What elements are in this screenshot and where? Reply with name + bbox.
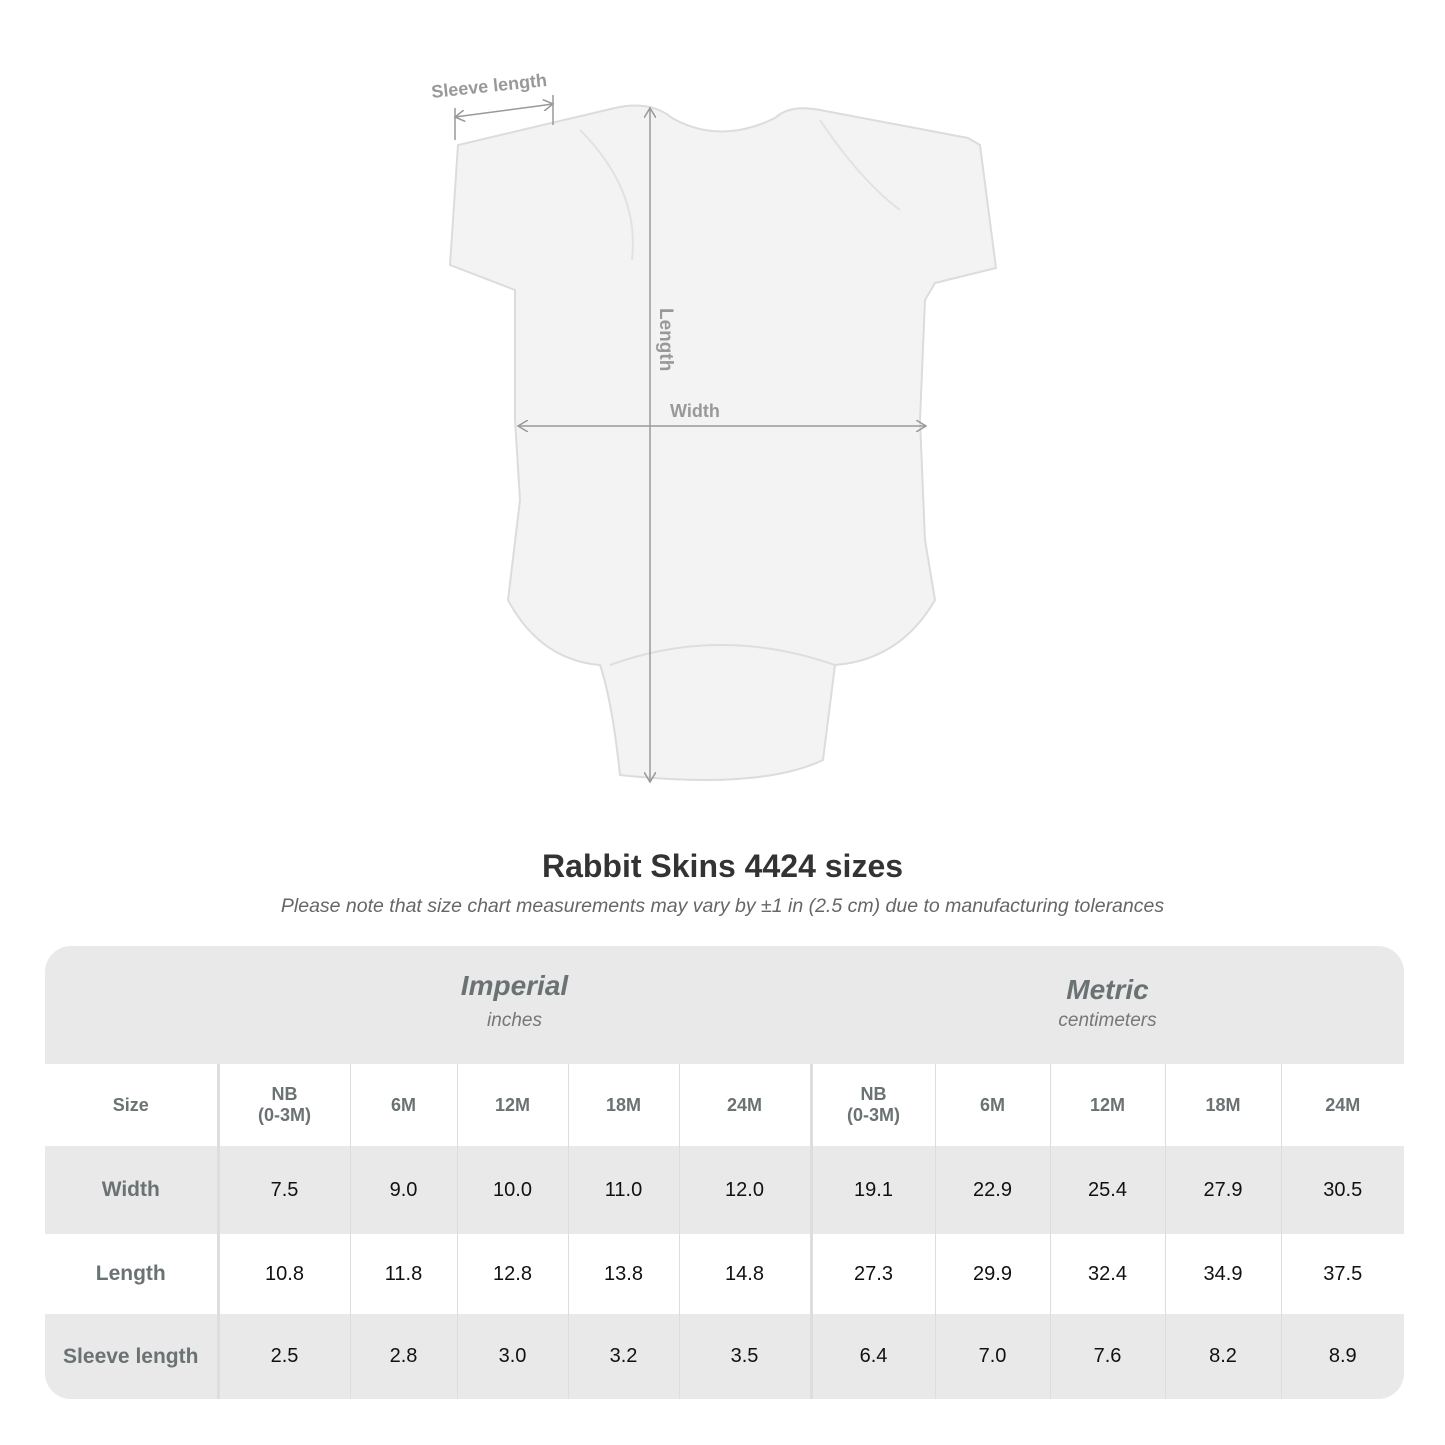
metric-value-cell: 30.5 xyxy=(1280,1146,1404,1234)
metric-value-cell: 37.5 xyxy=(1280,1234,1404,1314)
imperial-value-cell: 7.5 xyxy=(216,1146,350,1234)
imperial-value-cell: 9.0 xyxy=(349,1146,457,1234)
size-header-cell: 18M xyxy=(1164,1064,1281,1146)
sleeve-arrow xyxy=(455,104,553,117)
size-header-cell: 18M xyxy=(567,1064,679,1146)
metric-value-cell: 8.2 xyxy=(1164,1314,1281,1399)
imperial-header: Imperial inches xyxy=(218,946,811,1064)
imperial-value-cell: 11.0 xyxy=(567,1146,679,1234)
imperial-value-cell: 13.8 xyxy=(567,1234,679,1314)
bodysuit-diagram: Sleeve length Length Width xyxy=(430,70,998,820)
size-header-cell: 24M xyxy=(1280,1064,1404,1146)
size-header-cell: 12M xyxy=(456,1064,568,1146)
size-header-cell: 6M xyxy=(349,1064,457,1146)
imperial-value-cell: 12.8 xyxy=(456,1234,568,1314)
metric-value-cell: 7.6 xyxy=(1049,1314,1165,1399)
sleeve-length-label: Sleeve length xyxy=(430,70,548,102)
imperial-value-cell: 10.8 xyxy=(216,1234,350,1314)
imperial-title: Imperial xyxy=(460,970,569,1001)
size-table: Imperial inches Metric centimeters Size N… xyxy=(45,946,1404,1399)
metric-unit: centimeters xyxy=(1058,1010,1157,1031)
row-label: Sleeve length xyxy=(45,1314,218,1399)
imperial-value-cell: 10.0 xyxy=(456,1146,568,1234)
row-label: Width xyxy=(45,1146,218,1234)
imperial-value-cell: 3.5 xyxy=(678,1314,811,1399)
size-header-cell: 12M xyxy=(1049,1064,1165,1146)
metric-value-cell: 27.3 xyxy=(809,1234,935,1314)
imperial-value-cell: 3.2 xyxy=(567,1314,679,1399)
bodysuit-image xyxy=(448,104,998,781)
metric-value-cell: 27.9 xyxy=(1164,1146,1281,1234)
metric-value-cell: 25.4 xyxy=(1049,1146,1165,1234)
imperial-value-cell: 2.5 xyxy=(216,1314,350,1399)
metric-value-cell: 8.9 xyxy=(1280,1314,1404,1399)
size-grid: Size NB (0-3M) 6M 12M 18M 24M NB (0-3M) 6M 12M 18… xyxy=(45,1064,1404,1399)
metric-value-cell: 19.1 xyxy=(809,1146,935,1234)
table-row: Width 7.5 9.0 10.0 11.0 12.0 19.1 22.9 25.4 27.9 3… xyxy=(45,1146,1404,1234)
length-label: Length xyxy=(655,308,676,371)
metric-value-cell: 6.4 xyxy=(809,1314,935,1399)
tolerance-note: Please note that size chart measurements… xyxy=(280,895,1165,917)
size-header-row: Size NB (0-3M) 6M 12M 18M 24M NB (0-3M) 6M 12M 18… xyxy=(45,1064,1404,1146)
metric-value-cell: 29.9 xyxy=(934,1234,1050,1314)
table-row: Length 10.8 11.8 12.8 13.8 14.8 27.3 29.9 32.4 34… xyxy=(45,1234,1404,1314)
size-header-cell: NB (0-3M) xyxy=(809,1064,935,1146)
imperial-value-cell: 14.8 xyxy=(678,1234,811,1314)
width-label: Width xyxy=(670,401,720,421)
size-header-cell: NB (0-3M) xyxy=(216,1064,350,1146)
size-column-header: Size xyxy=(45,1064,218,1146)
size-header-cell: 24M xyxy=(678,1064,811,1146)
imperial-value-cell: 2.8 xyxy=(349,1314,457,1399)
row-label: Length xyxy=(45,1234,218,1314)
size-header-cell: 6M xyxy=(934,1064,1050,1146)
imperial-value-cell: 12.0 xyxy=(678,1146,811,1234)
metric-value-cell: 7.0 xyxy=(934,1314,1050,1399)
imperial-value-cell: 3.0 xyxy=(456,1314,568,1399)
imperial-unit: inches xyxy=(487,1010,542,1031)
metric-title: Metric xyxy=(1066,974,1149,1005)
page-title: Rabbit Skins 4424 sizes xyxy=(541,848,904,884)
metric-header: Metric centimeters xyxy=(811,946,1404,1064)
metric-value-cell: 22.9 xyxy=(934,1146,1050,1234)
metric-value-cell: 34.9 xyxy=(1164,1234,1281,1314)
imperial-value-cell: 11.8 xyxy=(349,1234,457,1314)
table-row: Sleeve length 2.5 2.8 3.0 3.2 3.5 6.4 7.0 7.6 8.2… xyxy=(45,1314,1404,1399)
metric-value-cell: 32.4 xyxy=(1049,1234,1165,1314)
